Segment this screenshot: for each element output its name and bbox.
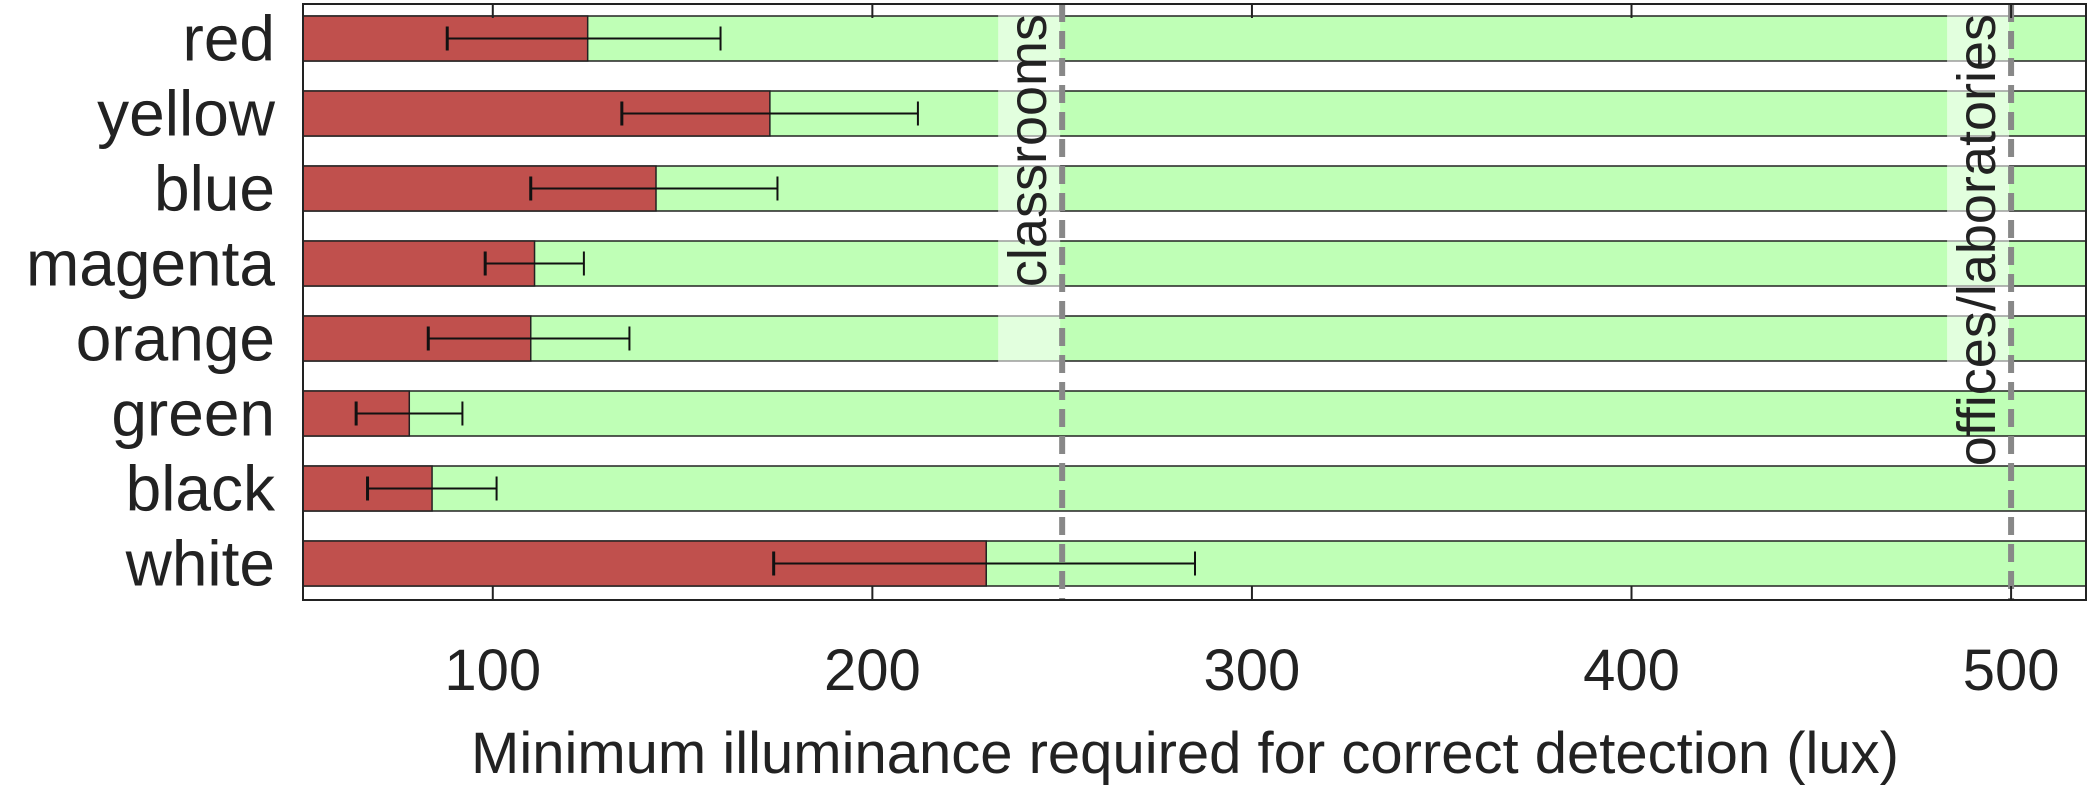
- x-tick-label-300: 300: [1204, 638, 1301, 703]
- reference-lines: classrooms offices/laboratories: [998, 4, 2015, 600]
- category-label-green: green: [111, 378, 275, 450]
- category-label-yellow: yellow: [97, 78, 276, 150]
- x-tick-label-400: 400: [1583, 638, 1680, 703]
- x-tick-label-100: 100: [444, 638, 541, 703]
- band-magenta: [302, 240, 2087, 287]
- category-label-white: white: [125, 528, 275, 600]
- category-labels: redyellowbluemagentaorangegreenblackwhit…: [26, 3, 276, 600]
- reference-label-bg-0: [998, 14, 1061, 362]
- band-black: [302, 465, 2087, 512]
- x-tick-label-500: 500: [1963, 638, 2060, 703]
- category-label-black: black: [126, 453, 276, 525]
- x-tick-label-200: 200: [824, 638, 921, 703]
- category-label-blue: blue: [154, 153, 275, 225]
- error-bars: [354, 26, 1196, 576]
- reference-label-0: classrooms: [998, 14, 1058, 287]
- band-green: [302, 390, 2087, 437]
- x-axis-title: Minimum illuminance required for correct…: [471, 721, 1899, 786]
- reference-label-bg-1: [1947, 14, 2010, 362]
- category-label-magenta: magenta: [26, 228, 275, 300]
- category-label-orange: orange: [76, 303, 275, 375]
- axes: [302, 3, 2087, 601]
- category-label-red: red: [183, 3, 276, 75]
- reference-label-1: offices/laboratories: [1947, 14, 2007, 466]
- plot-frame: [302, 3, 2087, 601]
- x-tick-labels: 100 200 300 400 500: [444, 638, 2059, 703]
